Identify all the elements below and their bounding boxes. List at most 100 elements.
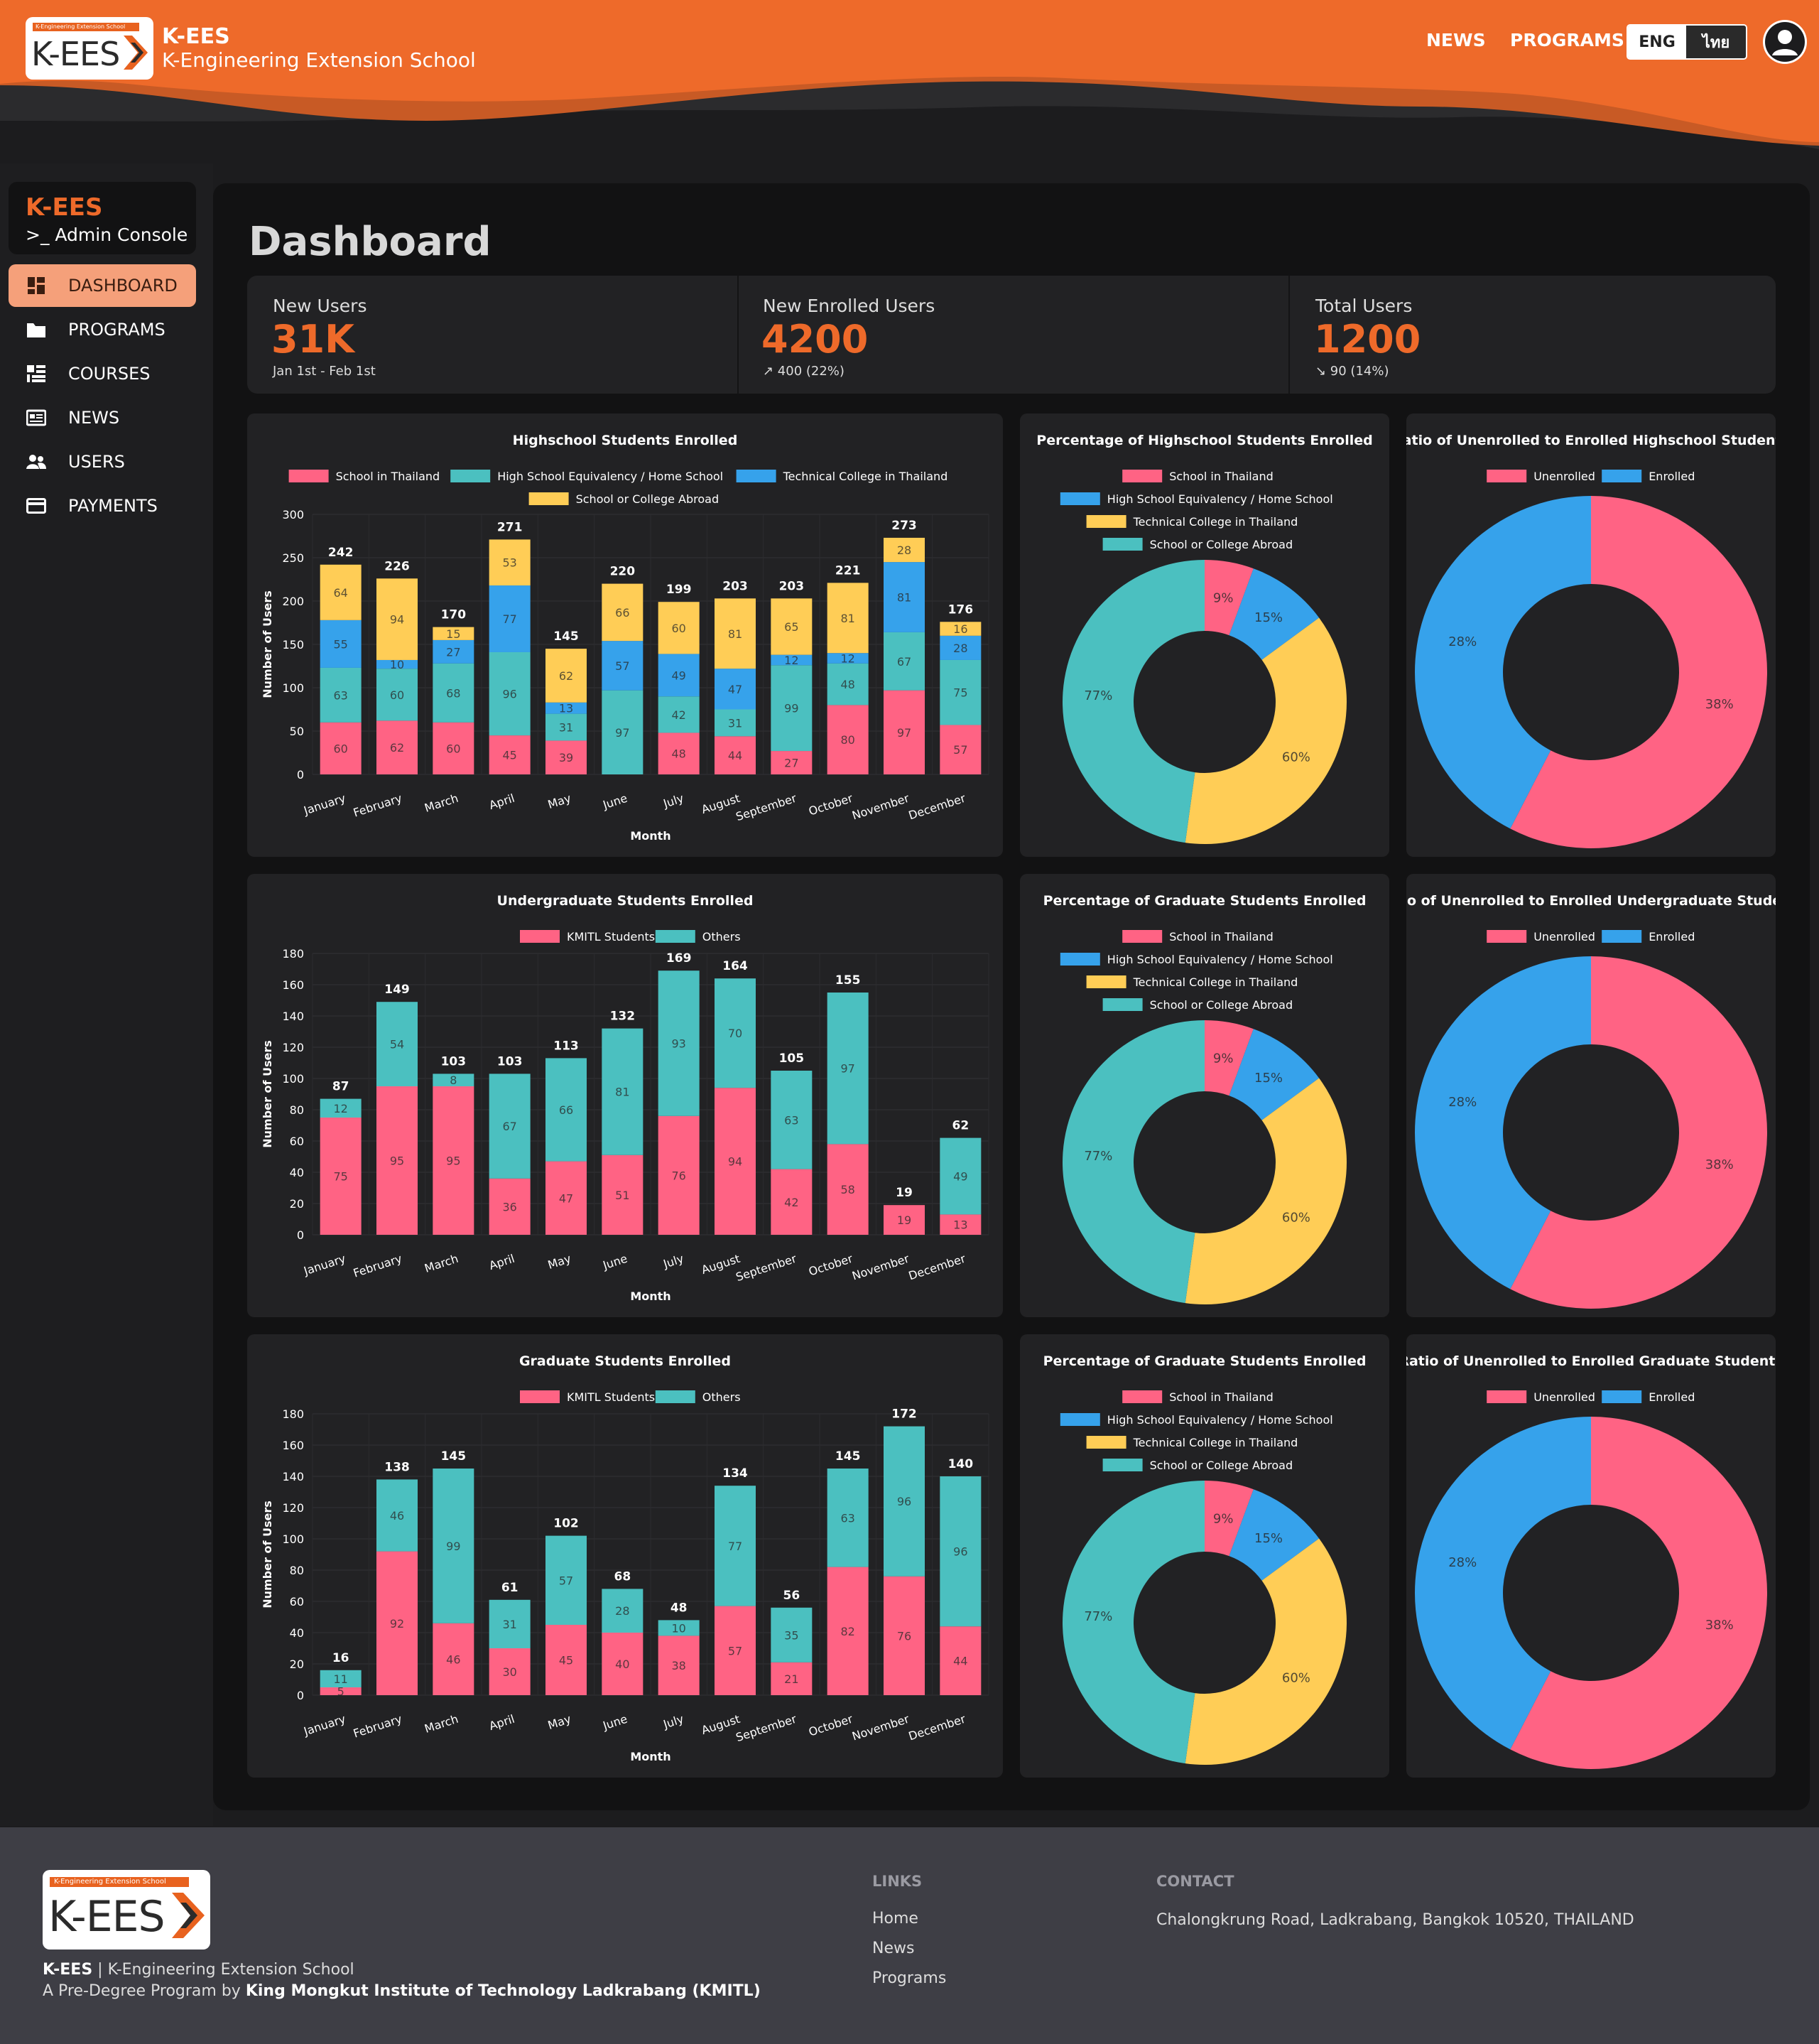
bar-value-label: 81 — [728, 627, 742, 641]
legend-swatch — [1086, 515, 1126, 528]
lang-eng-button[interactable]: ENG — [1628, 26, 1686, 58]
graduate-ratio-donut-chart: Ratio of Unenrolled to Enrolled Graduate… — [1406, 1353, 1776, 1769]
legend-label: School or College Abroad — [1150, 998, 1293, 1012]
bar-value-label: 31 — [559, 721, 573, 735]
footer-logo[interactable]: K-Engineering Extension School K-EES — [43, 1870, 210, 1950]
bar-segment — [489, 1074, 531, 1179]
bar-segment — [602, 1589, 644, 1633]
bar-segment — [715, 598, 756, 669]
bar-segment — [602, 1155, 644, 1235]
bar-value-label: 92 — [390, 1617, 404, 1631]
bar-value-label: 46 — [446, 1653, 460, 1666]
bar-value-label: 57 — [953, 743, 967, 757]
language-toggle[interactable]: ENG ไทย — [1627, 24, 1747, 60]
bar-total-label: 220 — [610, 565, 636, 579]
y-tick-label: 50 — [290, 725, 304, 738]
bar-segment — [827, 1567, 869, 1695]
bar-segment — [884, 562, 925, 632]
sidebar-item-users[interactable]: USERS — [9, 440, 196, 483]
x-tick-label: April — [487, 791, 516, 812]
legend-label: Others — [702, 930, 741, 943]
bar-value-label: 81 — [840, 612, 854, 625]
footer-link-home[interactable]: Home — [872, 1910, 918, 1927]
graduate-percentage-donut-card-2: Percentage of Graduate Students Enrolled… — [1020, 1334, 1389, 1778]
donut-slice — [1415, 1417, 1591, 1750]
bar-value-label: 76 — [897, 1629, 911, 1643]
footer-link-programs[interactable]: Programs — [872, 1969, 947, 1987]
bar-value-label: 11 — [333, 1672, 347, 1686]
chart-title: Percentage of Highschool Students Enroll… — [1036, 433, 1372, 448]
y-tick-label: 300 — [282, 508, 304, 521]
footer-links-heading: LINKS — [872, 1873, 923, 1890]
sidebar-item-news[interactable]: NEWS — [9, 396, 196, 439]
y-tick-label: 20 — [290, 1658, 304, 1671]
x-axis-label: Month — [630, 829, 670, 843]
sidebar-item-label: COURSES — [68, 364, 151, 384]
x-axis-label: Month — [630, 1289, 670, 1303]
sidebar-item-payments[interactable]: PAYMENTS — [9, 485, 196, 527]
bar-value-label: 67 — [502, 1120, 516, 1133]
bar-total-label: 164 — [722, 959, 748, 973]
y-tick-label: 80 — [290, 1564, 304, 1577]
footer-link-news[interactable]: News — [872, 1940, 915, 1957]
bar-value-label: 95 — [446, 1155, 460, 1168]
y-tick-label: 180 — [282, 947, 304, 961]
bar-total-label: 105 — [779, 1051, 805, 1066]
legend-swatch — [1102, 998, 1143, 1011]
bar-segment — [545, 1058, 587, 1162]
bar-segment — [545, 740, 587, 774]
bar-total-label: 199 — [666, 583, 692, 597]
donut-slice — [1415, 956, 1591, 1289]
bar-value-label: 5 — [337, 1685, 344, 1699]
legend-label: School in Thailand — [336, 470, 440, 483]
sidebar-item-dashboard[interactable]: DASHBOARD — [9, 264, 196, 307]
header-logo[interactable]: K-Engineering Extension School K-EES — [26, 17, 153, 80]
bar-total-label: 271 — [497, 520, 523, 534]
bar-value-label: 99 — [784, 702, 798, 715]
sidebar-item-programs[interactable]: PROGRAMS — [9, 308, 196, 351]
bar-value-label: 67 — [897, 655, 911, 669]
bar-value-label: 42 — [671, 708, 685, 722]
nav-programs-link[interactable]: PROGRAMS — [1510, 30, 1624, 50]
graduate-bar-chart: Graduate Students Enrolled KMITL Students… — [261, 1353, 989, 1763]
x-tick-label: March — [423, 1252, 460, 1275]
x-tick-label: January — [301, 791, 347, 818]
bar-segment — [940, 622, 982, 636]
site-footer: K-Engineering Extension School K-EES K-E… — [0, 1827, 1819, 2044]
sidebar-brand-subtitle: >_ Admin Console — [26, 225, 188, 245]
bar-value-label: 16 — [953, 622, 967, 636]
legend-swatch — [1122, 1390, 1163, 1403]
nav-news-link[interactable]: NEWS — [1426, 30, 1486, 50]
x-tick-label: December — [907, 1712, 967, 1743]
bar-value-label: 93 — [671, 1037, 685, 1051]
bar-segment — [658, 1635, 700, 1695]
bar-value-label: 62 — [390, 741, 404, 755]
bar-segment — [771, 1662, 813, 1695]
bar-total-label: 19 — [896, 1186, 913, 1200]
legend-swatch — [450, 470, 491, 482]
bar-total-label: 68 — [614, 1569, 631, 1584]
y-tick-label: 160 — [282, 1439, 304, 1452]
bar-value-label: 49 — [953, 1170, 967, 1184]
bar-segment — [827, 993, 869, 1145]
bar-segment — [433, 1469, 474, 1623]
bar-value-label: 13 — [953, 1218, 967, 1232]
stat-total-users: Total Users 1200 ↘ 90 (14%) — [1290, 276, 1776, 394]
y-tick-label: 100 — [282, 1532, 304, 1546]
user-avatar[interactable] — [1763, 20, 1807, 64]
bar-segment — [940, 1626, 982, 1695]
legend-swatch — [1487, 1390, 1527, 1403]
highschool-bar-chart: Highschool Students Enrolled School in Th… — [261, 433, 989, 843]
sidebar-item-courses[interactable]: COURSES — [9, 352, 196, 395]
lang-thai-button[interactable]: ไทย — [1686, 26, 1746, 58]
y-tick-label: 60 — [290, 1135, 304, 1148]
bar-value-label: 39 — [559, 751, 573, 764]
chart-title: Highschool Students Enrolled — [513, 433, 738, 448]
bar-segment — [376, 578, 418, 660]
bar-value-label: 10 — [671, 1621, 685, 1635]
bar-segment — [545, 649, 587, 703]
stat-value: 31K — [271, 317, 354, 362]
bar-segment — [771, 598, 813, 655]
graduate-percentage-donut-card: Percentage of Graduate Students Enrolled… — [1020, 874, 1389, 1317]
bar-value-label: 48 — [840, 678, 854, 691]
